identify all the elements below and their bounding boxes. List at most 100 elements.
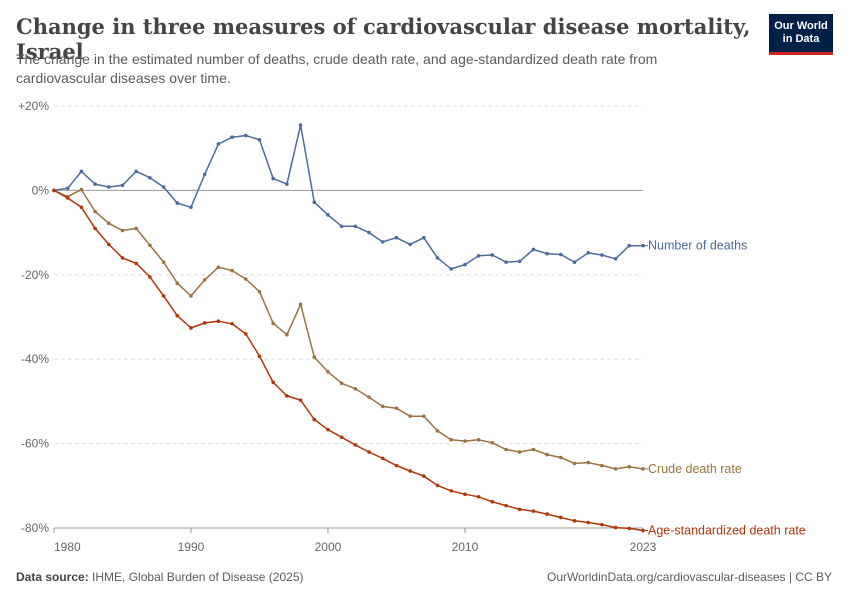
data-point-deaths[interactable]: [600, 253, 604, 257]
data-point-age_std[interactable]: [93, 226, 97, 231]
data-point-deaths[interactable]: [120, 183, 125, 188]
data-point-crude[interactable]: [422, 414, 426, 418]
data-point-age_std[interactable]: [120, 256, 125, 260]
data-point-deaths[interactable]: [257, 137, 262, 142]
data-point-age_std[interactable]: [517, 507, 522, 512]
data-point-age_std[interactable]: [490, 500, 495, 504]
data-point-crude[interactable]: [189, 294, 193, 298]
data-point-crude[interactable]: [148, 243, 152, 248]
data-point-deaths[interactable]: [463, 262, 467, 267]
data-point-deaths[interactable]: [559, 252, 563, 257]
data-point-deaths[interactable]: [449, 267, 454, 271]
data-point-crude[interactable]: [545, 452, 549, 457]
data-point-deaths[interactable]: [339, 224, 344, 229]
data-point-crude[interactable]: [586, 460, 591, 465]
data-point-deaths[interactable]: [298, 123, 303, 127]
data-point-deaths[interactable]: [148, 175, 152, 180]
data-point-crude[interactable]: [257, 289, 262, 294]
data-point-deaths[interactable]: [312, 200, 317, 205]
data-point-age_std[interactable]: [65, 196, 70, 200]
data-point-crude[interactable]: [339, 381, 344, 386]
data-point-deaths[interactable]: [243, 133, 248, 138]
data-point-crude[interactable]: [353, 386, 358, 391]
data-point-age_std[interactable]: [161, 294, 166, 298]
data-point-deaths[interactable]: [586, 251, 591, 255]
data-point-age_std[interactable]: [257, 354, 262, 359]
data-point-age_std[interactable]: [476, 494, 481, 499]
data-point-deaths[interactable]: [490, 253, 495, 257]
series-line-crude[interactable]: [53, 188, 644, 470]
data-point-crude[interactable]: [504, 447, 508, 452]
data-point-crude[interactable]: [600, 463, 604, 468]
data-point-crude[interactable]: [216, 265, 221, 270]
data-point-crude[interactable]: [559, 455, 563, 460]
data-point-crude[interactable]: [285, 332, 289, 337]
data-point-deaths[interactable]: [504, 260, 508, 264]
data-point-deaths[interactable]: [106, 185, 111, 189]
data-point-age_std[interactable]: [627, 526, 632, 531]
data-point-age_std[interactable]: [52, 188, 56, 193]
data-point-deaths[interactable]: [161, 185, 166, 189]
data-point-crude[interactable]: [367, 395, 371, 399]
data-point-deaths[interactable]: [285, 182, 289, 186]
data-point-age_std[interactable]: [312, 417, 317, 422]
data-point-age_std[interactable]: [367, 450, 371, 454]
data-point-age_std[interactable]: [339, 435, 344, 440]
data-point-age_std[interactable]: [435, 483, 440, 488]
data-point-crude[interactable]: [312, 355, 317, 359]
data-point-age_std[interactable]: [613, 525, 618, 530]
data-point-deaths[interactable]: [175, 201, 180, 205]
data-point-deaths[interactable]: [408, 242, 412, 247]
data-point-age_std[interactable]: [463, 492, 467, 497]
data-point-age_std[interactable]: [641, 528, 645, 533]
data-point-age_std[interactable]: [189, 326, 193, 330]
data-point-crude[interactable]: [463, 439, 467, 443]
data-point-age_std[interactable]: [326, 427, 330, 432]
data-point-deaths[interactable]: [202, 172, 207, 177]
data-point-crude[interactable]: [531, 447, 536, 452]
data-point-deaths[interactable]: [394, 235, 399, 240]
data-point-deaths[interactable]: [93, 182, 97, 186]
data-point-deaths[interactable]: [65, 186, 70, 191]
data-point-crude[interactable]: [79, 187, 84, 192]
data-point-age_std[interactable]: [106, 242, 111, 247]
data-point-deaths[interactable]: [531, 247, 536, 252]
data-point-deaths[interactable]: [380, 240, 385, 244]
data-point-age_std[interactable]: [586, 520, 591, 525]
data-point-crude[interactable]: [134, 226, 138, 231]
data-point-crude[interactable]: [394, 406, 399, 410]
data-point-crude[interactable]: [613, 467, 618, 471]
data-point-crude[interactable]: [202, 278, 207, 282]
data-point-age_std[interactable]: [422, 474, 426, 478]
data-point-deaths[interactable]: [326, 213, 330, 217]
data-point-crude[interactable]: [161, 260, 166, 264]
series-line-age_std[interactable]: [53, 189, 644, 532]
data-point-deaths[interactable]: [476, 254, 481, 258]
data-point-deaths[interactable]: [613, 256, 618, 261]
data-point-deaths[interactable]: [353, 224, 358, 229]
series-line-deaths[interactable]: [53, 124, 643, 270]
data-point-age_std[interactable]: [394, 463, 399, 468]
data-point-crude[interactable]: [476, 438, 481, 442]
series-label-crude[interactable]: Crude death rate: [648, 462, 742, 476]
data-point-crude[interactable]: [408, 414, 412, 418]
data-point-crude[interactable]: [271, 321, 275, 326]
data-point-age_std[interactable]: [353, 443, 358, 447]
data-point-crude[interactable]: [298, 302, 303, 307]
data-point-crude[interactable]: [490, 440, 495, 445]
data-point-crude[interactable]: [120, 228, 125, 233]
data-point-age_std[interactable]: [285, 394, 289, 398]
data-point-age_std[interactable]: [79, 205, 84, 210]
series-label-deaths[interactable]: Number of deaths: [648, 239, 747, 253]
data-point-age_std[interactable]: [504, 503, 508, 508]
data-point-age_std[interactable]: [572, 519, 577, 523]
data-point-crude[interactable]: [641, 467, 645, 471]
data-point-crude[interactable]: [449, 438, 454, 442]
data-point-deaths[interactable]: [517, 259, 522, 264]
series-label-age_std[interactable]: Age-standardized death rate: [648, 524, 806, 538]
data-point-deaths[interactable]: [367, 230, 371, 235]
data-point-crude[interactable]: [572, 461, 577, 466]
data-point-age_std[interactable]: [559, 515, 563, 520]
data-point-age_std[interactable]: [243, 332, 248, 336]
data-point-deaths[interactable]: [230, 135, 234, 140]
